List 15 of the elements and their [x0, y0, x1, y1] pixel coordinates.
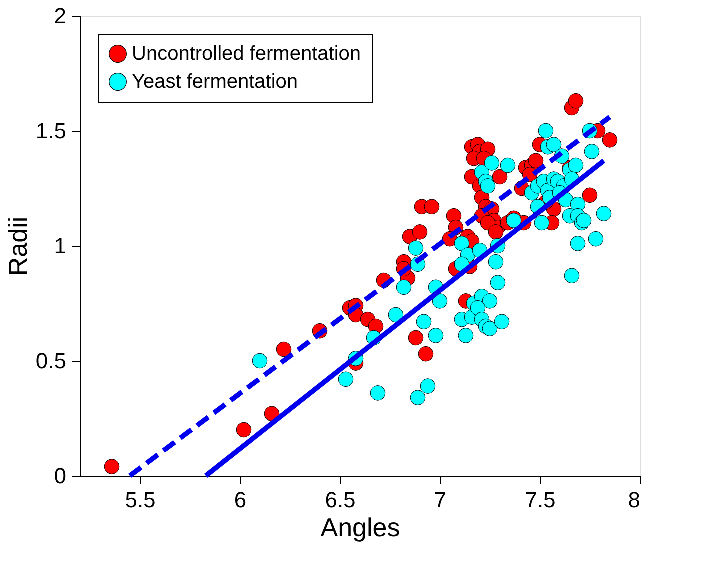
x-tick-label: 6.5: [325, 488, 356, 512]
y-tick-label: 1.5: [36, 118, 66, 144]
y-tick-label: 2: [54, 4, 66, 28]
x-tick-label: 7.5: [525, 488, 556, 512]
legend-label: Yeast fermentation: [132, 71, 298, 93]
y-tick-label: 0.5: [36, 348, 66, 374]
x-tick-label: 8: [628, 488, 640, 512]
x-tick-label: 7: [434, 488, 447, 512]
x-axis-title: Angles: [320, 512, 400, 542]
x-tick-label: 6: [234, 488, 247, 512]
legend-label: Uncontrolled fermentation: [132, 43, 362, 65]
y-tick-label: 0: [54, 464, 66, 488]
x-tick-label: 5.5: [125, 488, 156, 512]
y-axis-title: Radii: [2, 216, 33, 276]
y-tick-label: 1: [54, 234, 66, 258]
